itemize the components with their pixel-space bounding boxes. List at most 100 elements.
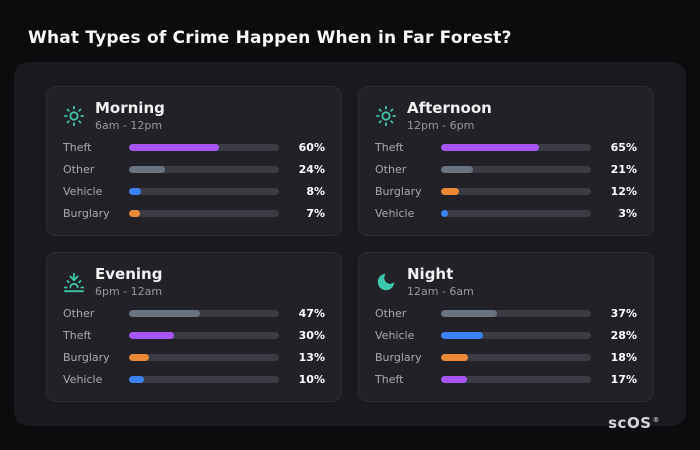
bar-value: 12% bbox=[610, 185, 637, 198]
bar-value: 65% bbox=[610, 141, 637, 154]
bar-fill bbox=[129, 166, 165, 173]
bar-track bbox=[441, 166, 591, 173]
bar-value: 3% bbox=[618, 207, 637, 220]
bar-row: Vehicle 28% bbox=[375, 328, 637, 343]
bar-track bbox=[441, 310, 591, 317]
bar-track bbox=[441, 376, 591, 383]
bar-label: Theft bbox=[63, 329, 92, 342]
bar-track bbox=[129, 166, 279, 173]
bar-value: 47% bbox=[298, 307, 325, 320]
card-title: Afternoon bbox=[407, 99, 492, 117]
bar-track bbox=[129, 332, 279, 339]
bar-label: Vehicle bbox=[375, 329, 415, 342]
registered-mark: ® bbox=[652, 416, 660, 424]
bar-track bbox=[441, 332, 591, 339]
bar-list: Theft 60% Other 24% Vehicle 8% Burglary 7% bbox=[63, 140, 325, 223]
bar-track bbox=[129, 144, 279, 151]
bar-row: Vehicle 8% bbox=[63, 184, 325, 199]
bar-value: 7% bbox=[306, 207, 325, 220]
brand-text: scOS bbox=[608, 414, 652, 432]
card-header: Evening 6pm - 12am bbox=[63, 265, 325, 299]
bar-row: Other 21% bbox=[375, 162, 637, 177]
bar-label: Vehicle bbox=[63, 373, 103, 386]
bar-row: Other 37% bbox=[375, 306, 637, 321]
sunset-icon bbox=[63, 271, 85, 293]
bar-label: Other bbox=[375, 163, 407, 176]
sun-icon bbox=[63, 105, 85, 127]
card-heading: Afternoon 12pm - 6pm bbox=[407, 99, 492, 133]
bar-value: 60% bbox=[298, 141, 325, 154]
card-title: Evening bbox=[95, 265, 163, 283]
card-title: Morning bbox=[95, 99, 165, 117]
bar-value: 10% bbox=[298, 373, 325, 386]
bar-fill bbox=[129, 188, 141, 195]
bar-track bbox=[129, 210, 279, 217]
bar-row: Burglary 13% bbox=[63, 350, 325, 365]
bar-label: Burglary bbox=[63, 207, 110, 220]
bar-fill bbox=[129, 332, 174, 339]
evening-card: Evening 6pm - 12am Other 47% Theft 30% Burgl… bbox=[46, 252, 342, 402]
bar-track bbox=[129, 310, 279, 317]
card-subtitle: 12pm - 6pm bbox=[407, 119, 475, 133]
card-heading: Evening 6pm - 12am bbox=[95, 265, 163, 299]
night-card: Night 12am - 6am Other 37% Vehicle 28% Burgl… bbox=[358, 252, 654, 402]
bar-fill bbox=[129, 354, 149, 361]
bar-fill bbox=[441, 354, 468, 361]
morning-card: Morning 6am - 12pm Theft 60% Other 24% Vehic… bbox=[46, 86, 342, 236]
card-header: Afternoon 12pm - 6pm bbox=[375, 99, 637, 133]
bar-track bbox=[441, 210, 591, 217]
charts-panel: Morning 6am - 12pm Theft 60% Other 24% Vehic… bbox=[14, 62, 686, 426]
bar-track bbox=[441, 354, 591, 361]
bar-track bbox=[441, 144, 591, 151]
bar-value: 37% bbox=[610, 307, 637, 320]
card-subtitle: 6pm - 12am bbox=[95, 285, 163, 299]
bar-row: Vehicle 10% bbox=[63, 372, 325, 387]
bar-row: Theft 30% bbox=[63, 328, 325, 343]
bar-row: Burglary 12% bbox=[375, 184, 637, 199]
bar-fill bbox=[441, 310, 497, 317]
card-subtitle: 12am - 6am bbox=[407, 285, 474, 299]
bar-value: 17% bbox=[610, 373, 637, 386]
bar-label: Other bbox=[63, 307, 95, 320]
bar-track bbox=[129, 188, 279, 195]
bar-track bbox=[441, 188, 591, 195]
bar-label: Other bbox=[375, 307, 407, 320]
bar-track bbox=[129, 376, 279, 383]
bar-value: 13% bbox=[298, 351, 325, 364]
afternoon-card: Afternoon 12pm - 6pm Theft 65% Other 21% Bur… bbox=[358, 86, 654, 236]
bar-label: Burglary bbox=[375, 185, 422, 198]
bar-label: Theft bbox=[375, 373, 404, 386]
bar-row: Burglary 18% bbox=[375, 350, 637, 365]
bar-label: Other bbox=[63, 163, 95, 176]
bar-value: 30% bbox=[298, 329, 325, 342]
bar-row: Theft 17% bbox=[375, 372, 637, 387]
bar-row: Vehicle 3% bbox=[375, 206, 637, 221]
bar-value: 21% bbox=[610, 163, 637, 176]
bar-fill bbox=[441, 332, 483, 339]
bar-label: Vehicle bbox=[63, 185, 103, 198]
bar-label: Burglary bbox=[63, 351, 110, 364]
bar-value: 24% bbox=[298, 163, 325, 176]
bar-row: Theft 60% bbox=[63, 140, 325, 155]
bar-row: Other 24% bbox=[63, 162, 325, 177]
bar-list: Other 47% Theft 30% Burglary 13% Vehicle 10% bbox=[63, 306, 325, 389]
bar-fill bbox=[441, 376, 467, 383]
card-subtitle: 6am - 12pm bbox=[95, 119, 163, 133]
bar-row: Burglary 7% bbox=[63, 206, 325, 221]
bar-fill bbox=[441, 188, 459, 195]
bar-fill bbox=[129, 376, 144, 383]
bar-fill bbox=[129, 310, 200, 317]
bar-row: Other 47% bbox=[63, 306, 325, 321]
bar-list: Other 37% Vehicle 28% Burglary 18% Theft 17% bbox=[375, 306, 637, 389]
bar-fill bbox=[441, 144, 539, 151]
bar-value: 8% bbox=[306, 185, 325, 198]
bar-label: Burglary bbox=[375, 351, 422, 364]
bar-track bbox=[129, 354, 279, 361]
brand-logo: scOS® bbox=[608, 414, 660, 432]
bar-fill bbox=[129, 210, 140, 217]
bar-value: 18% bbox=[610, 351, 637, 364]
card-header: Night 12am - 6am bbox=[375, 265, 637, 299]
bar-fill bbox=[441, 166, 473, 173]
moon-icon bbox=[375, 271, 397, 293]
card-title: Night bbox=[407, 265, 454, 283]
